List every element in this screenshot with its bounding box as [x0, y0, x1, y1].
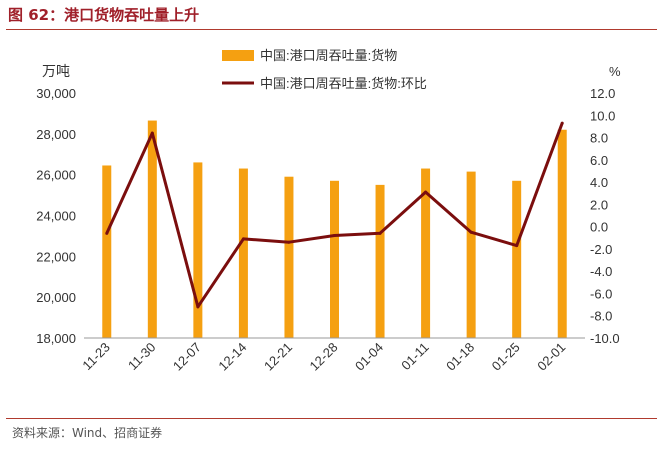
- left-axis-unit: 万吨: [42, 63, 70, 79]
- right-tick-label: 8.0: [590, 131, 608, 146]
- left-tick-label: 24,000: [36, 209, 76, 224]
- right-tick-label: -10.0: [590, 331, 620, 346]
- x-tick-label: 01-04: [352, 340, 386, 374]
- bar: [557, 129, 567, 338]
- right-tick-label: 6.0: [590, 153, 608, 168]
- left-axis-ticks: 18,000 20,000 22,000 24,000 26,000 28,000 30,0…: [36, 86, 76, 346]
- bar: [330, 180, 339, 338]
- right-tick-label: 4.0: [590, 175, 608, 190]
- x-axis-ticks: 11-23 11-30 12-07 12-14 12-21 12-28 01-04 01-11…: [79, 340, 568, 374]
- source-note: 资料来源：Wind、招商证券: [12, 426, 163, 440]
- left-tick-label: 18,000: [36, 331, 76, 346]
- right-tick-label: -8.0: [590, 309, 612, 324]
- x-tick-label: 11-23: [79, 340, 112, 373]
- x-tick-label: 12-21: [261, 340, 295, 374]
- line-point: [241, 237, 245, 241]
- bar-series: [102, 120, 567, 338]
- left-tick-label: 20,000: [36, 290, 76, 305]
- footer-rule: [6, 418, 657, 419]
- line-point: [515, 244, 519, 248]
- line-point: [560, 121, 564, 125]
- line-point: [150, 131, 154, 135]
- line-point: [424, 190, 428, 194]
- right-tick-label: 12.0: [590, 86, 615, 101]
- x-tick-label: 01-18: [443, 340, 477, 374]
- legend-bar-label: 中国:港口周吞吐量:货物: [260, 48, 397, 63]
- bar: [512, 180, 522, 338]
- right-tick-label: 10.0: [590, 108, 615, 123]
- bar: [102, 165, 112, 338]
- left-tick-label: 30,000: [36, 86, 76, 101]
- bar: [284, 176, 294, 338]
- line-point: [333, 234, 336, 238]
- left-tick-label: 26,000: [36, 168, 76, 183]
- legend-line-label: 中国:港口周吞吐量:货物:环比: [260, 76, 427, 91]
- x-tick-label: 01-11: [398, 340, 431, 373]
- bar: [147, 120, 157, 338]
- x-tick-label: 12-28: [307, 340, 341, 374]
- right-tick-label: -2.0: [590, 242, 612, 257]
- x-tick-label: 11-30: [125, 340, 158, 373]
- legend-bar-swatch: [222, 50, 254, 61]
- right-tick-label: -4.0: [590, 264, 612, 279]
- line-point: [287, 240, 291, 244]
- left-tick-label: 22,000: [36, 249, 76, 264]
- bar: [421, 168, 431, 338]
- figure-title: 图 62：港口货物吞吐量上升: [8, 6, 200, 24]
- right-axis-unit: %: [609, 64, 621, 79]
- x-tick-label: 02-01: [534, 340, 568, 374]
- line-point: [105, 231, 109, 235]
- x-tick-label: 01-25: [489, 340, 523, 374]
- bar: [238, 168, 248, 338]
- line-point: [196, 305, 200, 309]
- bar: [466, 171, 476, 338]
- left-tick-label: 28,000: [36, 127, 76, 142]
- line-point: [469, 230, 473, 234]
- x-tick-label: 12-07: [170, 340, 204, 374]
- title-rule: [6, 29, 657, 30]
- x-tick-label: 12-14: [215, 340, 249, 374]
- right-tick-label: 0.0: [590, 220, 608, 235]
- right-tick-label: 2.0: [590, 197, 608, 212]
- line-point: [378, 231, 382, 235]
- bar: [193, 162, 203, 338]
- line-series: [105, 121, 564, 309]
- bar: [375, 184, 385, 338]
- right-tick-label: -6.0: [590, 286, 612, 301]
- right-axis-ticks: -10.0 -8.0 -6.0 -4.0 -2.0 0.0 2.0 4.0 6.0 8.0 10.0…: [590, 86, 620, 346]
